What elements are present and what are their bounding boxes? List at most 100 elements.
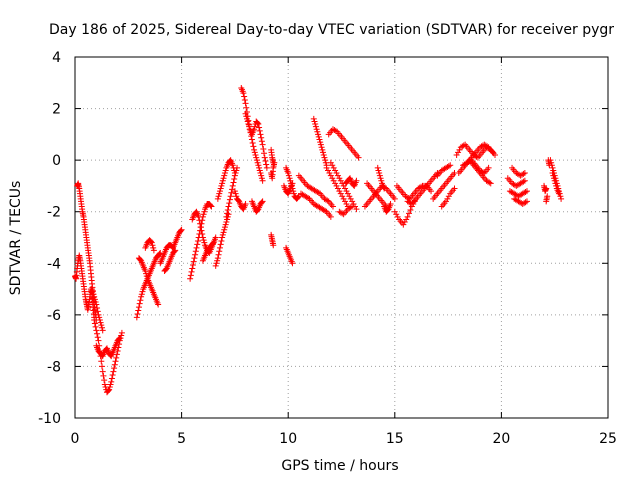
data-point bbox=[98, 358, 105, 365]
data-point bbox=[118, 329, 125, 336]
data-point bbox=[327, 159, 334, 166]
data-point bbox=[227, 193, 234, 200]
data-point bbox=[489, 149, 496, 156]
data-point bbox=[231, 172, 238, 179]
series-arc16 bbox=[223, 164, 241, 220]
data-point bbox=[347, 195, 354, 202]
x-tick-label: 5 bbox=[177, 431, 186, 447]
data-point bbox=[191, 255, 198, 262]
data-point bbox=[313, 126, 320, 133]
data-point bbox=[349, 203, 356, 210]
data-point bbox=[316, 136, 323, 143]
data-point bbox=[156, 250, 163, 257]
data-point bbox=[251, 149, 258, 156]
data-point bbox=[381, 185, 388, 192]
data-point bbox=[150, 244, 157, 251]
data-point bbox=[329, 162, 336, 169]
data-point bbox=[162, 266, 169, 273]
data-point bbox=[374, 164, 381, 171]
y-tick-label: 4 bbox=[52, 50, 61, 66]
data-point bbox=[310, 115, 317, 122]
data-point bbox=[320, 149, 327, 156]
data-point bbox=[257, 131, 264, 138]
data-point bbox=[193, 244, 200, 251]
data-point bbox=[195, 213, 202, 220]
data-point bbox=[90, 291, 97, 298]
data-point bbox=[197, 220, 204, 227]
data-point bbox=[95, 311, 102, 318]
y-tick-label: -2 bbox=[47, 205, 61, 221]
data-point bbox=[549, 164, 556, 171]
data-point bbox=[391, 195, 398, 202]
data-point bbox=[254, 159, 261, 166]
data-point bbox=[99, 363, 106, 370]
data-point bbox=[221, 172, 228, 179]
series-arc34 bbox=[342, 175, 360, 189]
data-point bbox=[108, 375, 115, 382]
data-point bbox=[377, 175, 384, 182]
data-point bbox=[231, 176, 238, 183]
data-point bbox=[212, 234, 219, 241]
series-arc5 bbox=[89, 286, 106, 334]
data-point bbox=[200, 211, 207, 218]
data-point bbox=[215, 193, 222, 200]
data-point bbox=[116, 335, 123, 342]
data-point bbox=[243, 115, 250, 122]
data-point bbox=[343, 188, 350, 195]
data-point bbox=[231, 188, 238, 195]
data-point bbox=[286, 175, 293, 182]
data-point bbox=[555, 190, 562, 197]
data-point bbox=[218, 237, 225, 244]
data-point bbox=[349, 198, 356, 205]
data-point bbox=[314, 128, 321, 135]
data-point bbox=[312, 123, 319, 130]
data-point bbox=[155, 301, 162, 308]
data-point bbox=[486, 179, 493, 186]
data-point bbox=[89, 288, 96, 295]
data-point bbox=[558, 195, 565, 202]
data-point bbox=[98, 322, 105, 329]
data-point bbox=[108, 378, 115, 385]
x-tick-label: 20 bbox=[492, 431, 510, 447]
data-point bbox=[216, 190, 223, 197]
data-point bbox=[93, 327, 100, 334]
data-point bbox=[257, 170, 264, 177]
data-point bbox=[327, 213, 334, 220]
data-point bbox=[315, 189, 322, 196]
data-point bbox=[200, 237, 207, 244]
data-point bbox=[523, 198, 530, 205]
data-point bbox=[255, 121, 262, 128]
series-arc10 bbox=[161, 247, 179, 275]
data-point bbox=[188, 268, 195, 275]
data-point bbox=[320, 151, 327, 158]
data-point bbox=[337, 190, 344, 197]
data-point bbox=[326, 170, 333, 177]
data-point bbox=[232, 170, 239, 177]
data-point bbox=[230, 179, 237, 186]
data-point bbox=[217, 241, 224, 248]
x-axis-label: GPS time / hours bbox=[281, 458, 398, 474]
data-point bbox=[337, 177, 344, 184]
data-point bbox=[137, 256, 144, 263]
data-point bbox=[407, 206, 414, 213]
series-arc22 bbox=[268, 146, 277, 166]
data-point bbox=[551, 177, 558, 184]
data-point bbox=[135, 307, 142, 314]
data-point bbox=[391, 208, 398, 215]
data-point bbox=[455, 149, 462, 156]
series-arc44 bbox=[438, 185, 458, 210]
data-point bbox=[258, 175, 265, 182]
data-point bbox=[403, 216, 410, 223]
data-point bbox=[118, 332, 125, 339]
data-point bbox=[149, 242, 156, 249]
data-point bbox=[544, 193, 551, 200]
data-point bbox=[89, 286, 96, 293]
data-point bbox=[94, 334, 101, 341]
data-point bbox=[137, 297, 144, 304]
data-point bbox=[232, 190, 239, 197]
data-point bbox=[453, 151, 460, 158]
data-point bbox=[225, 203, 232, 210]
data-point bbox=[253, 154, 260, 161]
